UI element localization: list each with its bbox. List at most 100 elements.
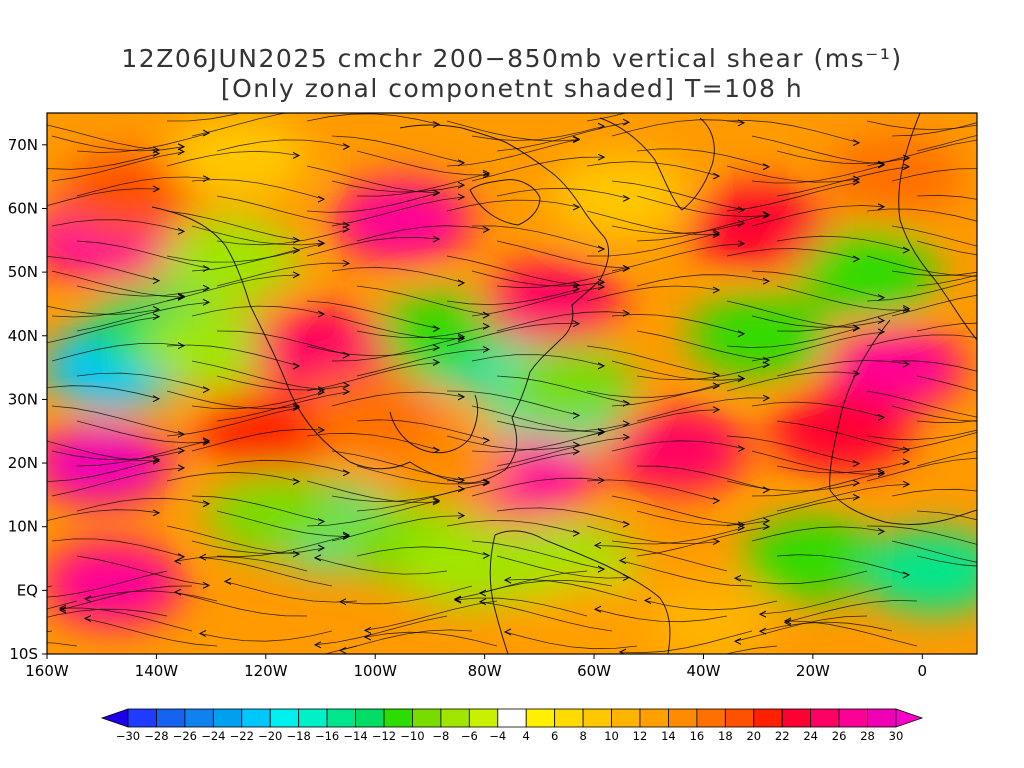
colorbar-bin bbox=[582, 708, 612, 728]
streamline-arrow bbox=[852, 493, 861, 501]
colorbar-bin bbox=[668, 708, 698, 728]
streamline bbox=[916, 194, 977, 200]
streamline bbox=[504, 578, 638, 602]
streamline-arrow bbox=[572, 203, 581, 211]
streamline bbox=[726, 327, 860, 348]
colorbar-bin bbox=[696, 708, 726, 728]
streamline bbox=[891, 168, 977, 182]
streamline-arrow bbox=[482, 479, 491, 487]
streamline bbox=[891, 540, 977, 563]
streamline bbox=[356, 465, 490, 485]
streamline-arrow bbox=[737, 524, 746, 532]
streamline bbox=[776, 554, 910, 576]
streamline-arrow bbox=[618, 557, 627, 565]
streamline-arrow bbox=[877, 294, 886, 302]
streamline bbox=[331, 180, 465, 193]
streamline-arrow bbox=[482, 226, 491, 234]
streamline bbox=[446, 199, 580, 212]
streamline bbox=[916, 240, 977, 256]
streamline bbox=[784, 599, 918, 623]
colorbar-label: 28 bbox=[860, 729, 875, 743]
streamline-arrow bbox=[597, 245, 606, 253]
streamline bbox=[916, 375, 977, 392]
colorbar-max-arrow bbox=[895, 708, 924, 728]
streamline bbox=[776, 285, 910, 311]
streamline bbox=[191, 243, 325, 272]
shear-region bbox=[47, 421, 172, 506]
streamline-arrow bbox=[597, 362, 606, 370]
streamline bbox=[866, 279, 977, 302]
shear-region bbox=[688, 185, 829, 270]
streamline bbox=[76, 440, 210, 467]
streamline-arrow bbox=[597, 476, 606, 484]
streamline bbox=[586, 285, 720, 302]
streamline bbox=[364, 631, 498, 647]
streamline bbox=[339, 629, 473, 651]
streamline bbox=[47, 509, 160, 522]
streamline bbox=[47, 600, 78, 610]
streamline-arrow bbox=[1018, 289, 1024, 295]
streamline-arrow bbox=[852, 370, 861, 378]
streamline bbox=[471, 431, 605, 453]
streamline-arrow bbox=[852, 139, 861, 147]
streamline-arrow bbox=[597, 428, 606, 435]
shear-region bbox=[863, 529, 977, 614]
streamline-arrow bbox=[152, 456, 161, 463]
streamline-arrow bbox=[593, 605, 602, 613]
colorbar-label: 30 bbox=[889, 729, 904, 743]
streamline bbox=[496, 507, 630, 525]
streamline bbox=[891, 294, 977, 317]
streamline bbox=[496, 375, 630, 404]
colorbar-label: 6 bbox=[551, 729, 558, 743]
streamline-arrow bbox=[572, 411, 581, 419]
colorbar-label: −16 bbox=[315, 729, 339, 743]
streamline bbox=[166, 113, 242, 122]
streamline bbox=[364, 600, 498, 631]
streamline-arrow bbox=[622, 309, 631, 317]
map-frame bbox=[46, 112, 978, 655]
chart-subtitle: [Only zonal componetnt shaded] T=108 h bbox=[220, 74, 804, 103]
shear-region bbox=[633, 580, 774, 654]
streamline-arrow bbox=[993, 417, 999, 423]
streamline bbox=[446, 255, 580, 286]
streamline bbox=[776, 235, 910, 251]
streamline-arrow bbox=[83, 595, 92, 603]
streamline-arrow bbox=[993, 547, 999, 553]
colorbar-label: −22 bbox=[230, 729, 254, 743]
streamline-arrow bbox=[432, 496, 441, 504]
streamline-arrow bbox=[177, 143, 186, 151]
streamline bbox=[784, 620, 918, 647]
streamline-arrow bbox=[1018, 565, 1024, 571]
streamline bbox=[776, 166, 910, 197]
streamline-arrow bbox=[852, 255, 861, 263]
streamline-arrow bbox=[152, 185, 161, 193]
streamline-arrow bbox=[783, 617, 792, 625]
streamline bbox=[916, 322, 977, 332]
streamline bbox=[751, 526, 885, 542]
streamline bbox=[166, 344, 300, 367]
streamline-arrow bbox=[762, 163, 771, 171]
colorbar-bin bbox=[639, 708, 669, 728]
plot-area bbox=[47, 95, 1024, 675]
streamline bbox=[496, 240, 630, 269]
streamline bbox=[166, 210, 300, 241]
streamline-arrow bbox=[762, 211, 771, 219]
streamline-arrow bbox=[177, 342, 186, 350]
streamline bbox=[331, 315, 465, 340]
streamline bbox=[331, 336, 465, 362]
streamline bbox=[331, 450, 465, 481]
streamline-arrow bbox=[432, 358, 441, 366]
streamline-arrow bbox=[737, 521, 746, 529]
streamline-arrow bbox=[432, 235, 441, 243]
streamline-arrow bbox=[225, 669, 231, 675]
streamline bbox=[306, 362, 440, 392]
colorbar-bin bbox=[440, 708, 470, 728]
shear-region bbox=[157, 217, 298, 302]
colorbar-bin bbox=[867, 708, 897, 728]
streamline-arrow bbox=[223, 577, 232, 585]
streamline bbox=[891, 225, 977, 247]
streamline-arrow bbox=[737, 330, 746, 338]
streamline-arrow bbox=[293, 95, 299, 101]
streamline-arrow bbox=[177, 292, 186, 300]
streamline bbox=[166, 407, 300, 437]
